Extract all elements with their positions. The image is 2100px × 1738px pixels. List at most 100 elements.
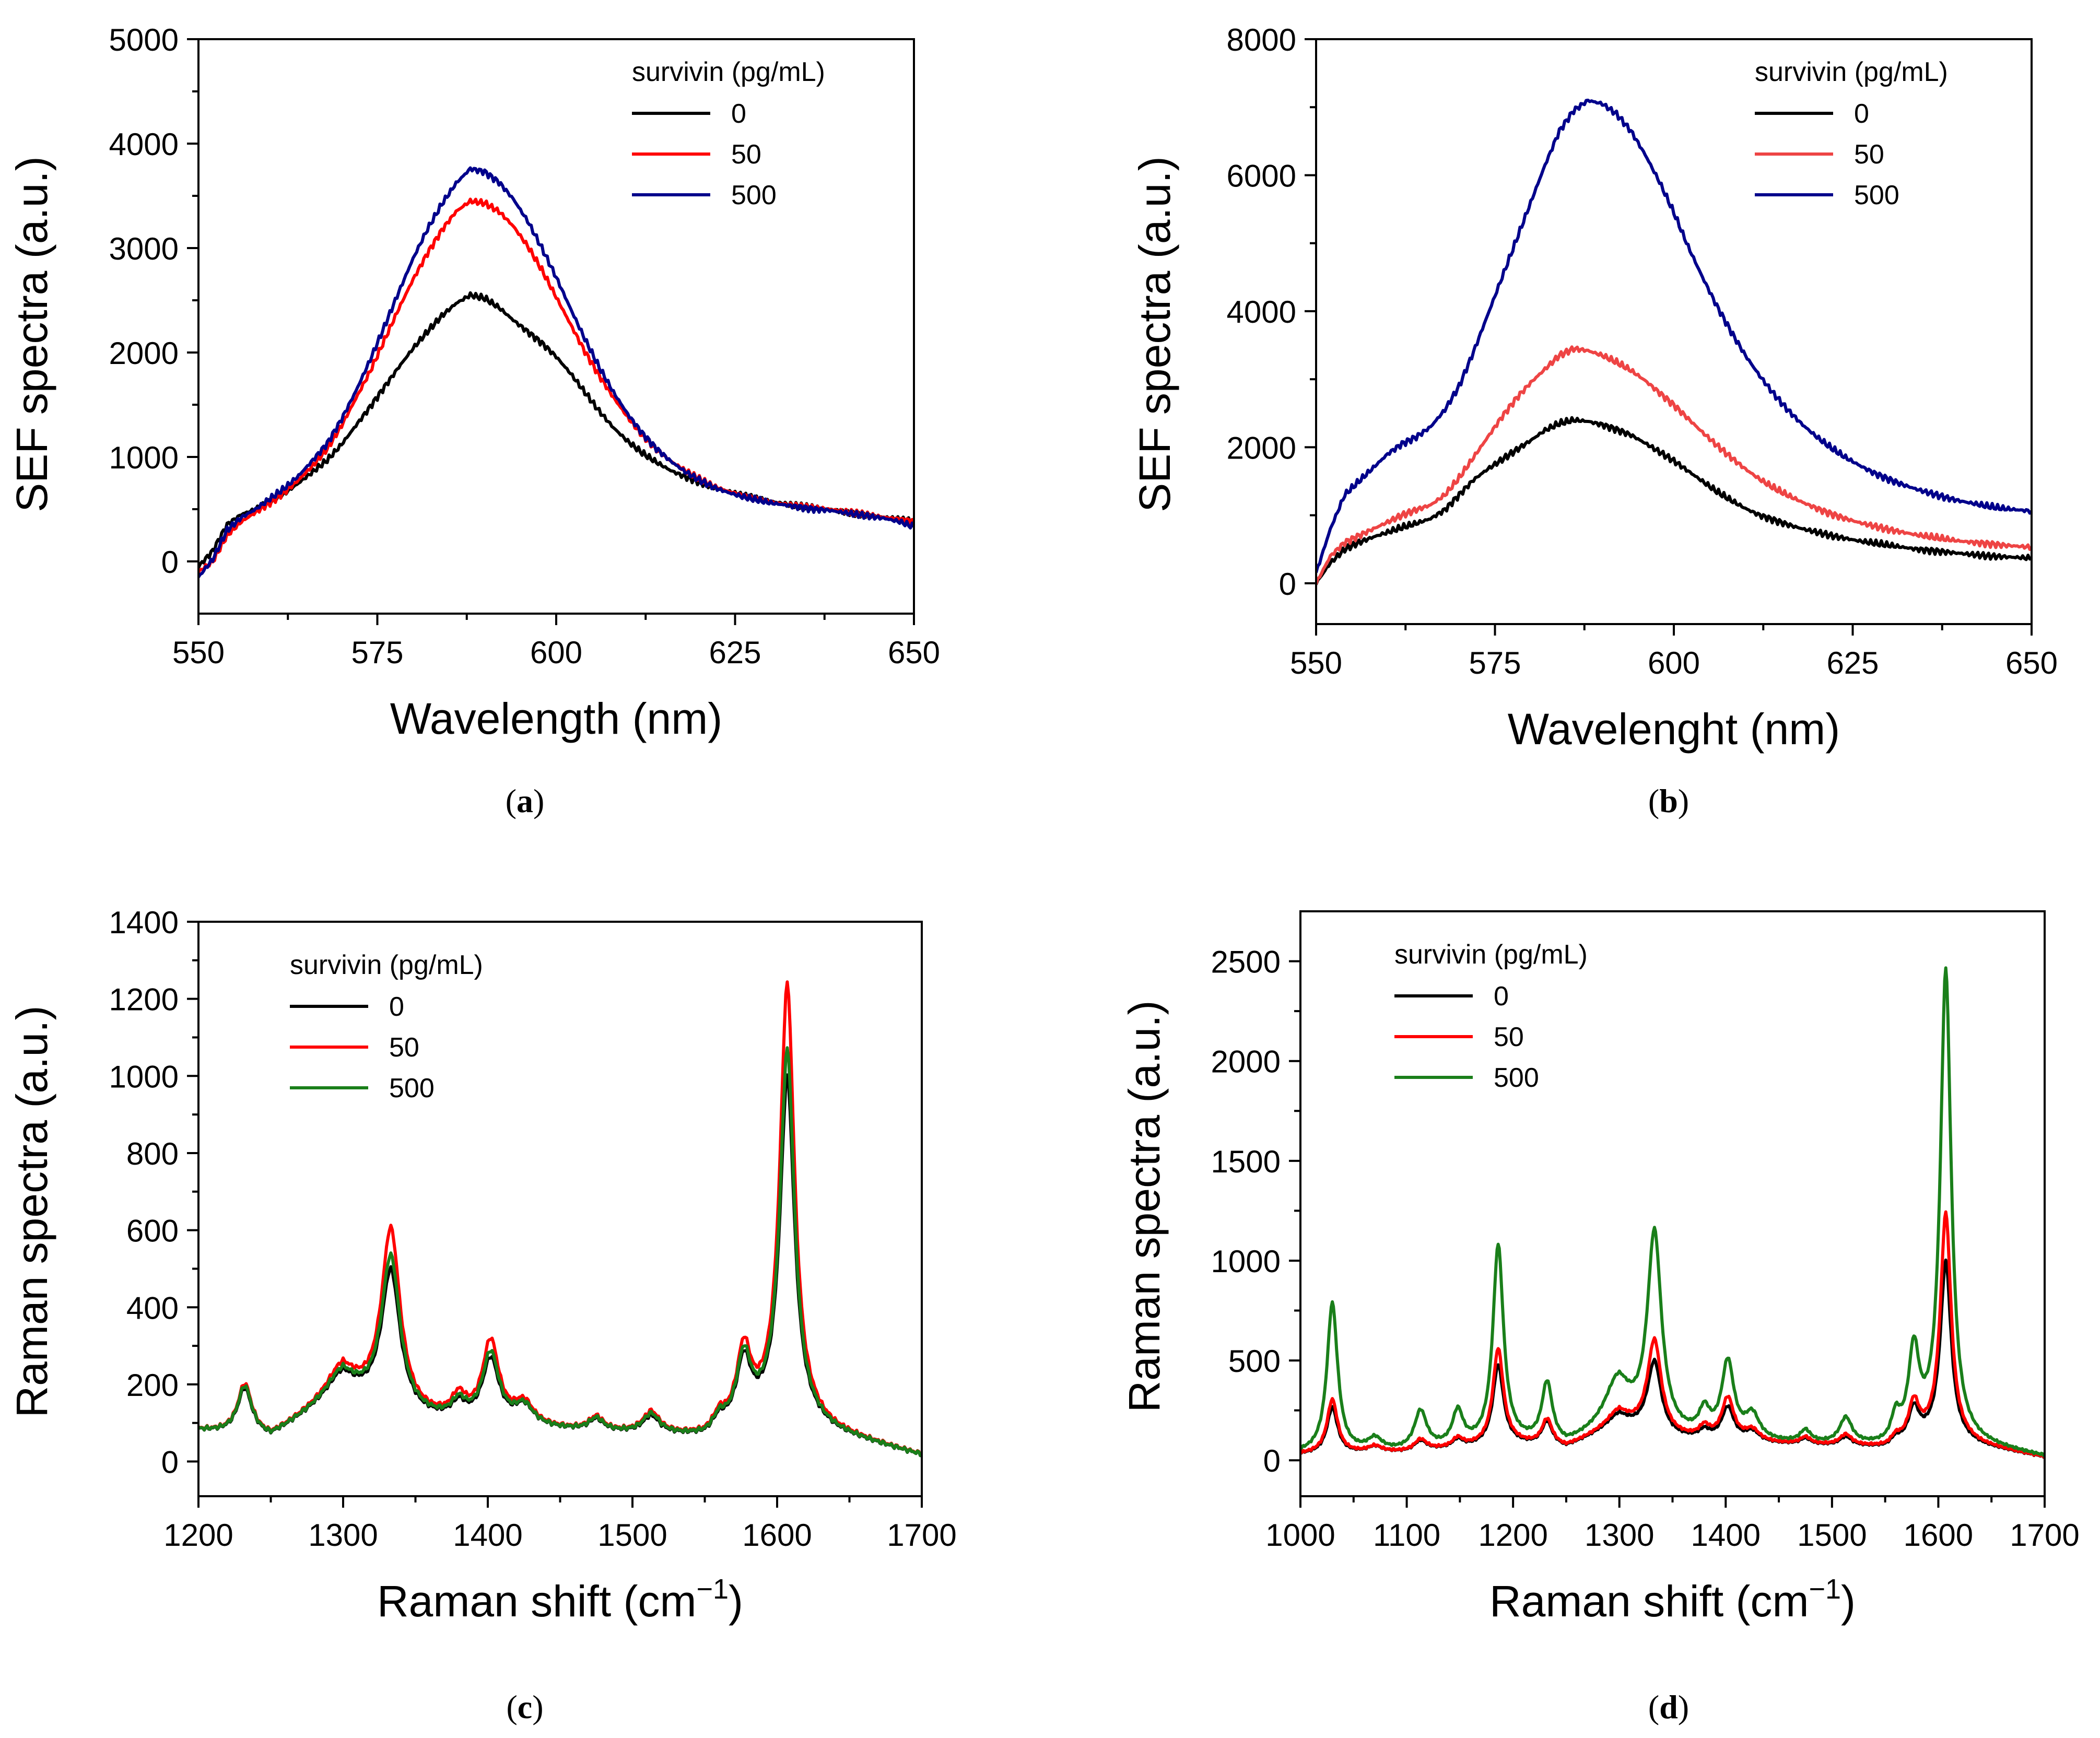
x-tick-label: 1700 bbox=[2010, 1518, 2079, 1553]
panel-caption: (c) bbox=[506, 1688, 543, 1725]
y-tick-label: 1000 bbox=[109, 440, 179, 475]
legend: survivin (pg/mL) 0 50 500 bbox=[290, 950, 483, 1103]
y-tick-label: 2500 bbox=[1211, 945, 1281, 980]
x-tick-label: 1300 bbox=[308, 1518, 378, 1553]
legend-label-0: 0 bbox=[731, 99, 746, 129]
y-tick-label: 0 bbox=[1279, 567, 1296, 602]
y-tick-label: 3000 bbox=[109, 231, 179, 266]
x-axis-label: Wavelenght (nm) bbox=[1508, 704, 1840, 754]
y-tick-label: 0 bbox=[161, 545, 179, 580]
y-axis-label: Raman spectra (a.u.) bbox=[1120, 1001, 1169, 1413]
chart-panel-d: 1000 1100 1200 1300 1400 1500 1600 170005001000… bbox=[1120, 910, 2080, 1725]
y-axis-label: Raman spectra (a.u.) bbox=[7, 1006, 56, 1418]
legend-label-50: 50 bbox=[389, 1032, 419, 1063]
series-group bbox=[198, 980, 922, 1458]
x-tick-label: 600 bbox=[530, 635, 582, 670]
legend-title: survivin (pg/mL) bbox=[632, 57, 825, 87]
x-axis-label: Wavelength (nm) bbox=[390, 694, 722, 743]
x-tick-label: 550 bbox=[1290, 645, 1342, 680]
x-axis-label: Raman shift (cm−1) bbox=[377, 1573, 743, 1626]
legend-label-500: 500 bbox=[1854, 180, 1899, 210]
legend: survivin (pg/mL) 0 50 500 bbox=[1755, 57, 1948, 210]
series-group bbox=[198, 166, 914, 578]
x-tick-label: 1200 bbox=[163, 1518, 233, 1553]
series-line-0 bbox=[198, 291, 914, 569]
legend-title: survivin (pg/mL) bbox=[1755, 57, 1948, 87]
x-tick-label: 625 bbox=[1826, 645, 1879, 680]
panel-caption: (a) bbox=[506, 782, 545, 819]
legend: survivin (pg/mL) 0 50 500 bbox=[632, 57, 825, 210]
legend: survivin (pg/mL) 0 50 500 bbox=[1394, 940, 1588, 1093]
series-line-0 bbox=[1316, 416, 2032, 585]
series-line-500 bbox=[198, 1046, 922, 1457]
series-line-50 bbox=[198, 197, 914, 573]
y-tick-label: 2000 bbox=[109, 336, 179, 371]
y-tick-label: 6000 bbox=[1227, 158, 1296, 193]
x-tick-label: 1600 bbox=[742, 1518, 812, 1553]
x-tick-label: 1500 bbox=[1797, 1518, 1867, 1553]
x-axis-label: Raman shift (cm−1) bbox=[1489, 1573, 1856, 1626]
y-tick-label: 8000 bbox=[1227, 22, 1296, 57]
legend-label-500: 500 bbox=[1494, 1063, 1539, 1093]
legend-label-500: 500 bbox=[389, 1073, 435, 1103]
legend-title: survivin (pg/mL) bbox=[290, 950, 483, 980]
series-line-0 bbox=[198, 1073, 922, 1458]
legend-label-50: 50 bbox=[731, 139, 761, 170]
series-line-500 bbox=[1300, 966, 2045, 1458]
y-tick-label: 1200 bbox=[109, 982, 179, 1017]
x-tick-label: 1300 bbox=[1585, 1518, 1654, 1553]
x-tick-label: 575 bbox=[1469, 645, 1521, 680]
x-tick-label: 1600 bbox=[1904, 1518, 1973, 1553]
y-tick-label: 2000 bbox=[1211, 1044, 1281, 1079]
y-tick-label: 1000 bbox=[1211, 1244, 1281, 1279]
x-tick-label: 600 bbox=[1648, 645, 1700, 680]
x-tick-label: 550 bbox=[172, 635, 225, 670]
x-tick-label: 1000 bbox=[1265, 1518, 1335, 1553]
y-tick-label: 500 bbox=[1228, 1344, 1281, 1379]
y-tick-label: 2000 bbox=[1227, 430, 1296, 465]
y-axis-label: SEF spectra (a.u.) bbox=[1130, 156, 1179, 512]
y-tick-label: 0 bbox=[161, 1445, 179, 1480]
series-group bbox=[1316, 98, 2032, 585]
series-line-500 bbox=[1316, 98, 2032, 573]
legend-label-0: 0 bbox=[1854, 99, 1869, 129]
y-tick-label: 1500 bbox=[1211, 1144, 1281, 1179]
plot-frame bbox=[197, 38, 915, 615]
x-tick-label: 1700 bbox=[887, 1518, 956, 1553]
y-tick-label: 4000 bbox=[109, 127, 179, 162]
legend-label-50: 50 bbox=[1854, 139, 1884, 170]
series-group bbox=[1300, 966, 2045, 1459]
panel-caption: (d) bbox=[1648, 1688, 1689, 1725]
x-tick-label: 1500 bbox=[597, 1518, 667, 1553]
y-tick-label: 600 bbox=[126, 1214, 179, 1249]
x-tick-label: 575 bbox=[351, 635, 403, 670]
legend-label-0: 0 bbox=[389, 992, 404, 1022]
y-tick-label: 1000 bbox=[109, 1059, 179, 1094]
series-line-50 bbox=[1316, 345, 2032, 585]
series-line-500 bbox=[198, 166, 914, 578]
x-tick-label: 1400 bbox=[453, 1518, 522, 1553]
y-tick-label: 800 bbox=[126, 1136, 179, 1171]
series-line-50 bbox=[1300, 1210, 2045, 1459]
y-tick-label: 5000 bbox=[109, 22, 179, 57]
x-tick-label: 650 bbox=[888, 635, 940, 670]
chart-panel-a: 550 575 600 625 650 0 1000 2000 3000 4000 5000 Wave… bbox=[7, 22, 940, 819]
y-tick-label: 4000 bbox=[1227, 295, 1296, 330]
y-tick-label: 400 bbox=[126, 1290, 179, 1325]
y-axis-label: SEF spectra (a.u.) bbox=[7, 156, 56, 512]
legend-label-50: 50 bbox=[1494, 1022, 1524, 1052]
y-tick-label: 1400 bbox=[109, 905, 179, 940]
chart-panel-c: 1200 1300 1400 1500 1600 1700 0 200 400 600 800 100… bbox=[7, 905, 957, 1725]
chart-panel-b: 550 575 600 625 650 0 2000 4000 6000 8000 Waveleng… bbox=[1130, 22, 2058, 819]
x-tick-label: 1400 bbox=[1691, 1518, 1761, 1553]
y-tick-label: 0 bbox=[1263, 1443, 1281, 1478]
legend-label-0: 0 bbox=[1494, 981, 1509, 1012]
x-tick-label: 625 bbox=[709, 635, 761, 670]
legend-title: survivin (pg/mL) bbox=[1394, 940, 1588, 970]
series-line-50 bbox=[198, 980, 922, 1457]
x-tick-label: 650 bbox=[2005, 645, 2058, 680]
panel-caption: (b) bbox=[1648, 782, 1689, 819]
x-tick-label: 1100 bbox=[1373, 1518, 1440, 1553]
plot-frame bbox=[1299, 910, 2046, 1497]
